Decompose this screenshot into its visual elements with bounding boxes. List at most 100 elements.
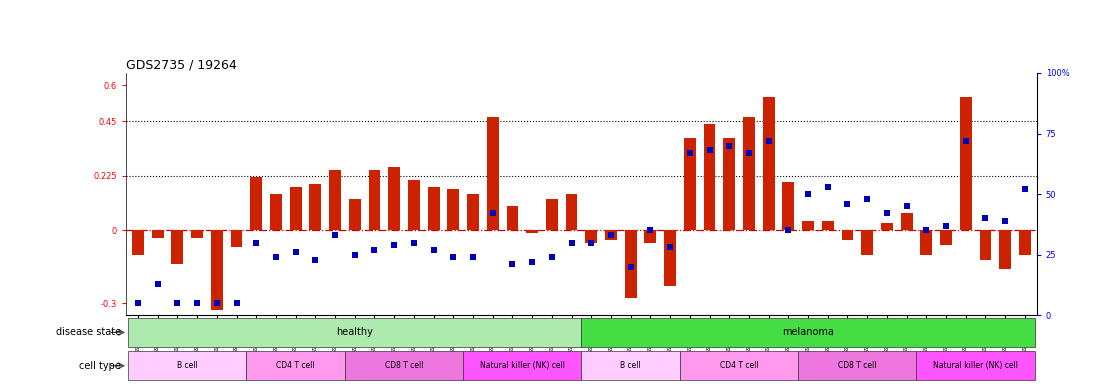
Bar (448, 189, 460, 230)
Bar (606, 230, 617, 240)
Bar (369, 170, 381, 230)
Point (326, 232, 343, 238)
Bar (940, 230, 952, 245)
Bar (644, 230, 656, 243)
Text: GDS2735 / 19264: GDS2735 / 19264 (126, 59, 237, 72)
Bar (762, 97, 774, 230)
Bar (290, 187, 302, 230)
Bar (586, 230, 597, 243)
Text: CD8 T cell: CD8 T cell (385, 361, 423, 370)
Bar (782, 182, 794, 230)
Point (306, 257, 324, 263)
Bar (743, 117, 755, 230)
Bar (247, 351, 344, 381)
Point (169, 300, 186, 306)
Bar (581, 318, 1034, 347)
Point (189, 300, 206, 306)
Bar (546, 199, 557, 230)
Bar (388, 167, 400, 230)
Point (504, 261, 521, 267)
Bar (664, 230, 676, 286)
Point (661, 244, 679, 250)
Text: cell type: cell type (79, 361, 121, 371)
Point (385, 242, 403, 248)
Bar (703, 124, 715, 230)
Bar (799, 351, 916, 381)
Point (228, 300, 246, 306)
Point (484, 210, 501, 217)
Point (740, 150, 758, 156)
Point (268, 254, 285, 260)
Text: healthy: healthy (337, 327, 373, 337)
Bar (211, 230, 223, 310)
Point (642, 227, 659, 233)
Bar (980, 230, 992, 260)
Bar (1019, 230, 1031, 255)
Bar (625, 230, 636, 298)
Point (897, 203, 915, 209)
Point (563, 240, 580, 246)
Point (425, 247, 442, 253)
Point (248, 240, 265, 246)
Point (976, 215, 994, 222)
Bar (467, 194, 479, 230)
Point (464, 254, 482, 260)
Point (543, 254, 561, 260)
Point (583, 240, 600, 246)
Bar (920, 230, 932, 255)
Point (996, 218, 1014, 224)
Point (819, 184, 837, 190)
Bar (463, 351, 581, 381)
Bar (680, 351, 799, 381)
Text: CD4 T cell: CD4 T cell (276, 361, 315, 370)
Bar (841, 230, 853, 240)
Bar (428, 187, 440, 230)
Bar (507, 206, 519, 230)
Bar (349, 199, 361, 230)
Point (957, 138, 974, 144)
Bar (802, 221, 814, 230)
Point (800, 191, 817, 197)
Point (858, 196, 875, 202)
Text: Natural killer (NK) cell: Natural killer (NK) cell (934, 361, 1018, 370)
Point (602, 232, 620, 238)
Point (405, 240, 422, 246)
Bar (329, 170, 341, 230)
Point (444, 254, 462, 260)
Text: B cell: B cell (177, 361, 197, 370)
Text: disease state: disease state (56, 327, 121, 338)
Point (878, 210, 895, 217)
Bar (408, 180, 420, 230)
Bar (822, 221, 834, 230)
Bar (344, 351, 463, 381)
Point (1016, 186, 1033, 192)
Point (780, 227, 798, 233)
Bar (901, 214, 913, 230)
Text: Natural killer (NK) cell: Natural killer (NK) cell (479, 361, 565, 370)
Text: CD4 T cell: CD4 T cell (720, 361, 758, 370)
Bar (171, 230, 183, 264)
Bar (916, 351, 1034, 381)
Point (365, 247, 383, 253)
Point (917, 227, 935, 233)
Text: CD8 T cell: CD8 T cell (838, 361, 877, 370)
Bar (487, 117, 499, 230)
Bar (250, 177, 262, 230)
Bar (128, 318, 581, 347)
Point (839, 201, 857, 207)
Bar (881, 223, 893, 230)
Point (129, 300, 147, 306)
Bar (191, 230, 203, 238)
Bar (132, 230, 144, 255)
Point (287, 249, 305, 255)
Bar (128, 351, 247, 381)
Bar (527, 230, 538, 233)
Point (721, 142, 738, 149)
Bar (723, 138, 735, 230)
Point (701, 147, 719, 154)
Bar (566, 194, 577, 230)
Point (346, 252, 363, 258)
Point (149, 281, 167, 287)
Point (523, 259, 541, 265)
Text: B cell: B cell (620, 361, 641, 370)
